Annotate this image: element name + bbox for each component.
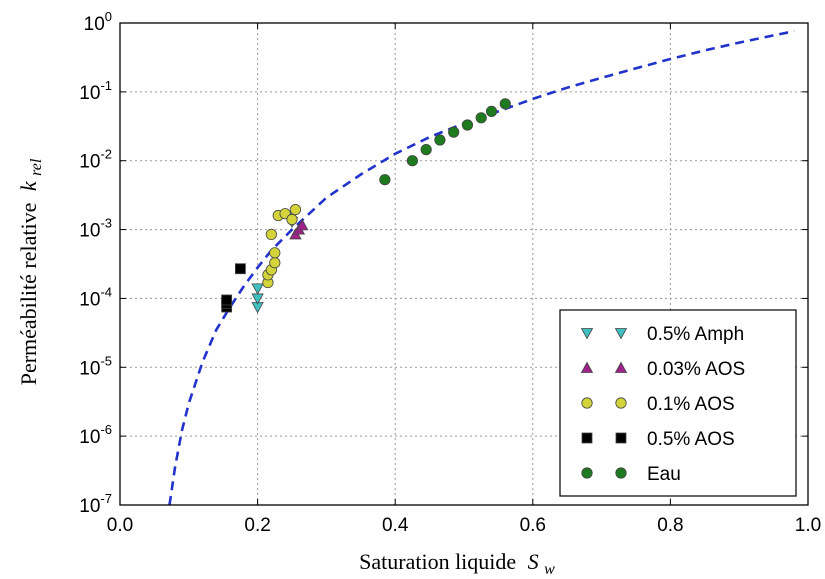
legend: 0.5% Amph 0.03% AOS 0.1% AOS 0.5% AOS Eau <box>559 309 797 497</box>
y-tick-exponent: -7 <box>100 491 112 506</box>
y-tick-label: 100 <box>84 9 112 35</box>
legend-marker <box>580 361 594 373</box>
data-points-layer <box>221 98 511 314</box>
x-axis-label-subscript: w <box>544 561 555 578</box>
data-point <box>234 263 246 275</box>
data-point <box>379 174 391 186</box>
x-tick-label: 0.8 <box>657 515 683 536</box>
legend-marker <box>615 432 627 444</box>
y-tick-label: 10-5 <box>79 353 112 379</box>
data-point <box>434 134 446 146</box>
legend-entry: 0.5% AOS <box>581 429 735 450</box>
y-tick-label: 10-1 <box>79 78 112 104</box>
data-point <box>265 228 277 241</box>
y-tick-label: 10-4 <box>79 284 112 310</box>
y-tick-exponent: -2 <box>100 147 112 162</box>
data-point <box>289 204 302 216</box>
legend-label: 0.5% Amph <box>647 324 744 345</box>
y-axis-label-subscript: rel <box>28 158 45 176</box>
y-tick-base: 10 <box>84 14 105 35</box>
data-point <box>269 257 281 269</box>
series-4 <box>379 98 511 186</box>
legend-label: 0.03% AOS <box>647 359 745 380</box>
legend-label: 0.1% AOS <box>647 394 735 415</box>
data-point <box>475 112 487 124</box>
y-tick-label: 10-2 <box>79 147 112 173</box>
legend-marker <box>615 467 627 479</box>
data-point <box>406 155 418 167</box>
y-axis-label-text: Perméabilité relative <box>16 203 41 386</box>
legend-marker <box>581 432 593 444</box>
y-tick-base: 10 <box>79 83 100 104</box>
legend-entry: Eau <box>581 464 681 485</box>
x-tick-label: 0.2 <box>244 515 270 536</box>
legend-marker <box>614 328 628 340</box>
data-point <box>269 247 281 259</box>
data-point <box>485 105 498 118</box>
y-tick-base: 10 <box>79 221 100 242</box>
y-axis-label-symbol: k <box>16 180 41 191</box>
y-tick-base: 10 <box>79 427 100 448</box>
legend-entry: 0.1% AOS <box>581 394 735 415</box>
x-tick-label: 0.6 <box>520 515 546 536</box>
x-axis-label-text: Saturation liquide <box>359 549 516 574</box>
fit-curve-layer <box>168 29 795 506</box>
data-point <box>296 219 309 231</box>
series-3 <box>221 263 246 313</box>
legend-marker <box>580 328 594 340</box>
y-tick-exponent: -4 <box>100 284 112 299</box>
x-tick-labels: 0.0 0.2 0.4 0.6 0.8 1.0 <box>107 23 821 536</box>
legend-label: 0.5% AOS <box>647 429 735 450</box>
data-point <box>286 213 298 226</box>
y-tick-base: 10 <box>79 289 100 310</box>
y-tick-label: 10-3 <box>79 216 112 242</box>
x-axis-label-symbol: S <box>528 549 539 574</box>
x-tick-label: 0.0 <box>107 515 133 536</box>
data-point <box>448 126 460 138</box>
x-tick-label: 1.0 <box>795 515 821 536</box>
data-point <box>221 294 233 306</box>
data-point <box>251 283 264 295</box>
y-axis-label: Perméabilité relative k rel <box>16 158 45 385</box>
x-tick-label: 0.4 <box>382 515 409 536</box>
y-tick-exponent: 0 <box>105 9 112 24</box>
y-tick-base: 10 <box>79 496 100 517</box>
y-tick-label: 10-7 <box>79 491 112 517</box>
y-tick-exponent: -5 <box>100 353 112 368</box>
plot-frame <box>119 22 809 506</box>
series-1 <box>289 219 309 240</box>
legend-marker <box>615 397 627 409</box>
data-point <box>461 119 474 131</box>
fit-curve <box>168 29 795 506</box>
y-tick-base: 10 <box>79 358 100 379</box>
y-tick-label: 10-6 <box>79 422 112 448</box>
legend-marker <box>581 467 593 479</box>
legend-box <box>559 309 797 497</box>
y-tick-exponent: -3 <box>100 216 112 231</box>
x-axis-label: Saturation liquide S w <box>359 549 555 578</box>
data-point <box>499 98 511 110</box>
legend-marker <box>581 397 593 409</box>
data-point <box>420 144 432 156</box>
legend-entry: 0.03% AOS <box>580 359 745 380</box>
legend-marker <box>614 361 628 373</box>
legend-label: Eau <box>647 464 681 485</box>
legend-entry: 0.5% Amph <box>580 324 744 345</box>
y-tick-base: 10 <box>79 152 100 173</box>
y-tick-exponent: -6 <box>100 422 112 437</box>
y-tick-exponent: -1 <box>100 78 112 93</box>
series-2 <box>262 204 302 289</box>
